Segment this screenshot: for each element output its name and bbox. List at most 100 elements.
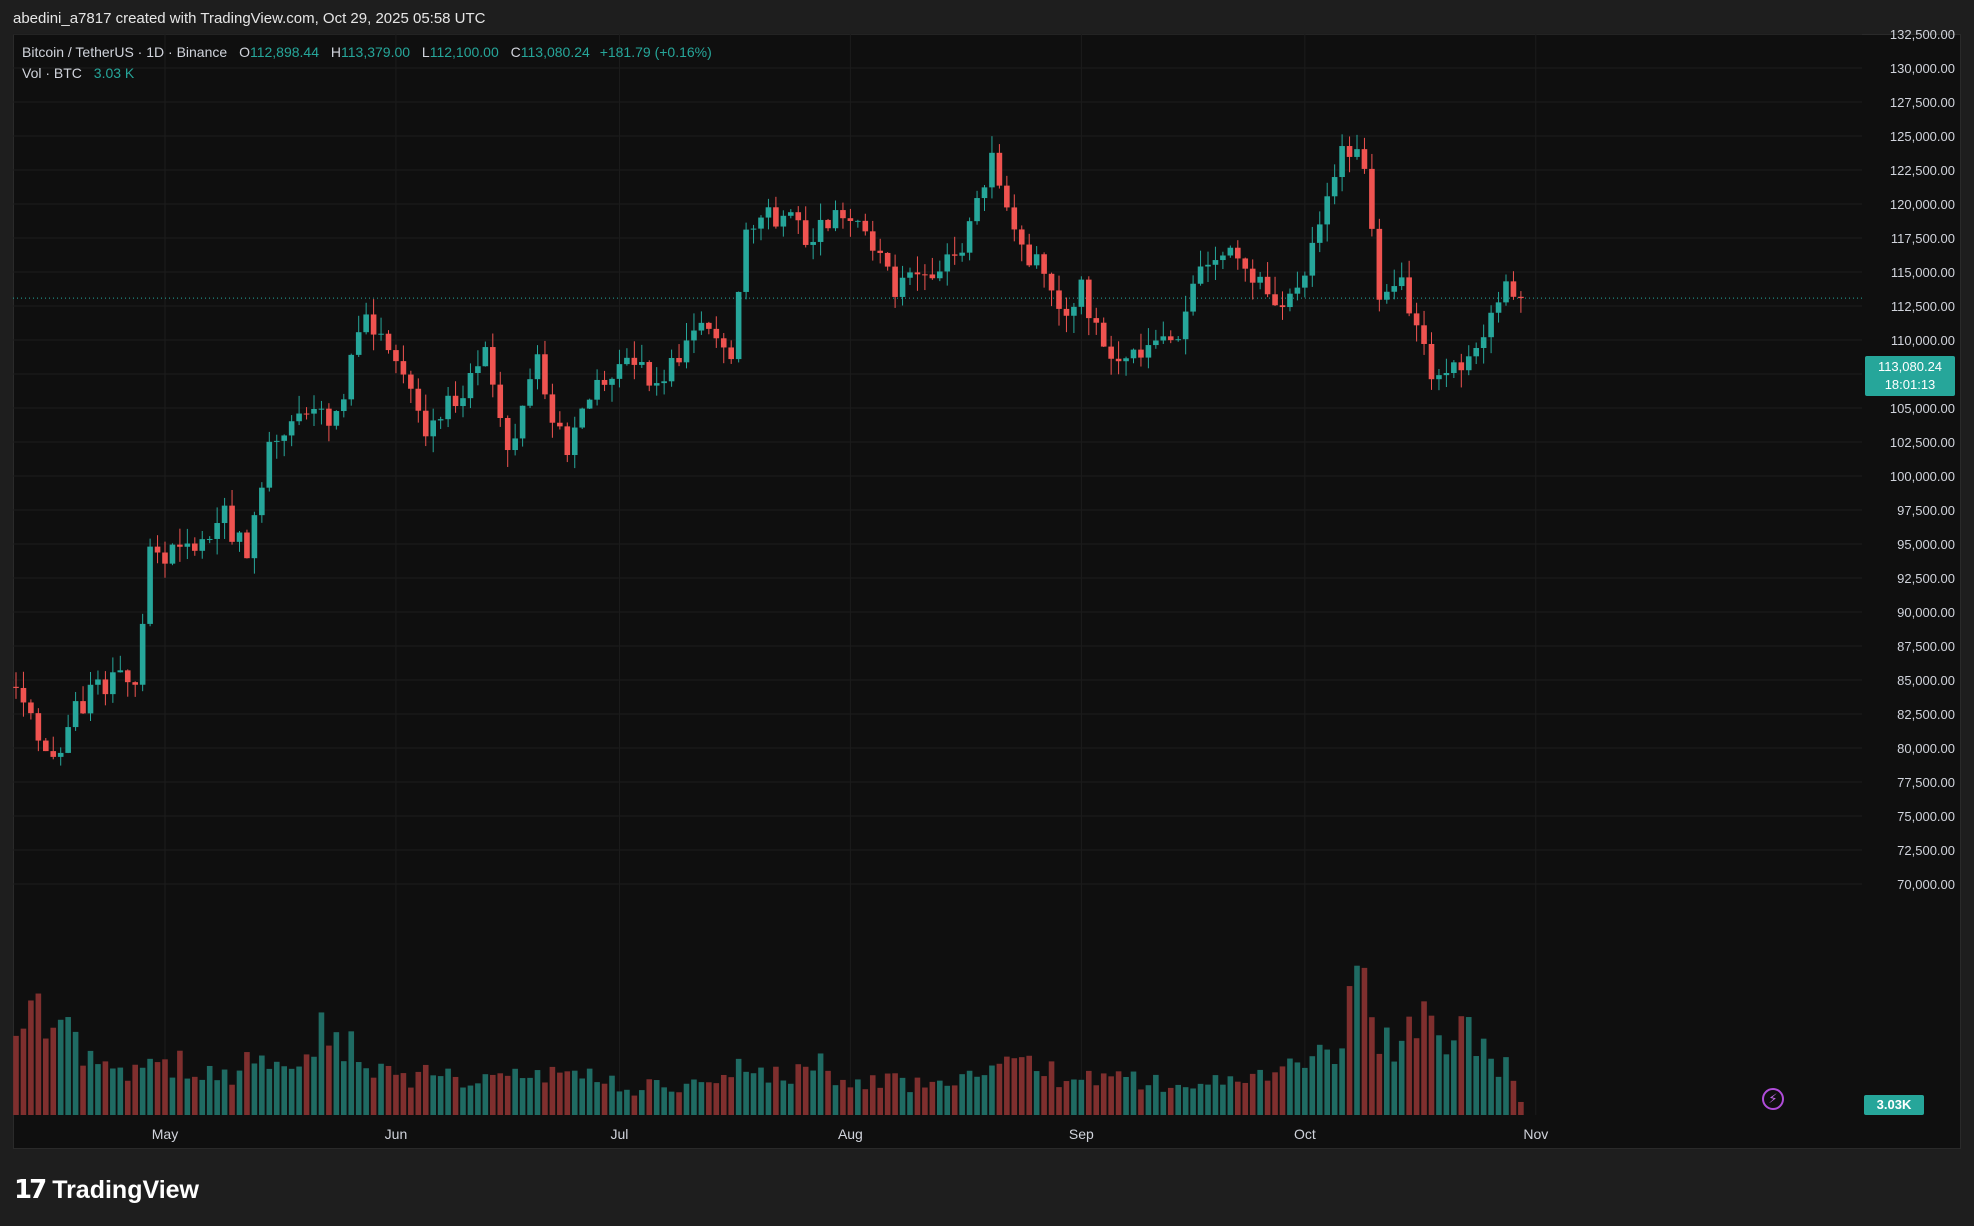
x-tick-label: Sep xyxy=(1069,1126,1094,1142)
volume-bar xyxy=(981,1075,988,1115)
volume-bar xyxy=(564,1071,571,1115)
candle-body xyxy=(840,210,846,219)
volume-bar xyxy=(914,1077,921,1115)
volume-bar xyxy=(1257,1069,1263,1115)
candle-body xyxy=(825,219,831,229)
volume-bar xyxy=(236,1070,243,1115)
candle-body xyxy=(653,383,660,386)
tradingview-logo[interactable]: 17 TradingView xyxy=(14,1175,199,1205)
volume-bar xyxy=(1279,1066,1286,1115)
candle-body xyxy=(1153,340,1159,346)
volume-bar xyxy=(415,1071,422,1115)
volume-bar xyxy=(28,1000,34,1115)
volume-bar xyxy=(169,1077,176,1115)
legend-close-label: C xyxy=(510,44,521,60)
candle-body xyxy=(311,408,317,414)
bar-countdown: 18:01:13 xyxy=(1884,377,1936,392)
x-tick-label: Jun xyxy=(385,1126,408,1142)
volume-bar xyxy=(765,1082,772,1115)
volume-bar xyxy=(273,1061,280,1115)
volume-bar xyxy=(1004,1056,1010,1115)
candle-body xyxy=(579,408,585,428)
candle-body xyxy=(937,271,943,279)
candle-body xyxy=(236,532,243,542)
volume-bar xyxy=(706,1082,712,1115)
volume-bar xyxy=(1197,1083,1204,1115)
candle-body xyxy=(959,252,965,256)
candle-body xyxy=(1436,375,1442,380)
y-tick-label: 132,500.00 xyxy=(1890,27,1955,42)
volume-bar xyxy=(1510,1080,1517,1115)
volume-bar xyxy=(154,1062,161,1115)
volume-bar xyxy=(1018,1057,1025,1115)
candle-body xyxy=(564,426,571,456)
volume-bar xyxy=(57,1019,64,1115)
candle-body xyxy=(400,361,407,375)
volume-bar xyxy=(668,1091,675,1115)
volume-bar xyxy=(780,1080,787,1115)
volume-bar xyxy=(1115,1071,1122,1115)
candle-body xyxy=(1175,339,1181,341)
candle-body xyxy=(318,408,325,410)
candle-body xyxy=(385,333,392,351)
candle-body xyxy=(1190,283,1196,312)
volume-bar xyxy=(1041,1076,1047,1115)
volume-bar xyxy=(1138,1089,1144,1115)
candle-body xyxy=(1398,277,1405,287)
candle-body xyxy=(95,679,101,685)
volume-bar xyxy=(20,1028,27,1115)
candle-body xyxy=(154,546,161,553)
y-tick-label: 77,500.00 xyxy=(1897,775,1955,790)
chart-panel[interactable] xyxy=(13,34,1961,1149)
candle-body xyxy=(1048,273,1055,291)
volume-bar xyxy=(437,1076,444,1115)
volume-bar xyxy=(266,1068,273,1115)
candle-body xyxy=(758,217,764,229)
volume-bar xyxy=(206,1065,213,1115)
candle-body xyxy=(490,347,496,385)
candle-body xyxy=(87,684,94,714)
legend-volume-row: Vol · BTC 3.03 K xyxy=(22,65,712,86)
candle-body xyxy=(162,552,168,564)
volume-bar xyxy=(124,1080,131,1115)
candle-body xyxy=(847,218,854,221)
volume-bar xyxy=(452,1076,459,1115)
candle-body xyxy=(542,354,548,395)
lightning-icon[interactable]: ⚡ xyxy=(1762,1088,1784,1110)
x-tick-label: May xyxy=(152,1126,178,1142)
volume-bar xyxy=(631,1095,638,1115)
legend-high-label: H xyxy=(330,44,341,60)
volume-bar xyxy=(676,1092,682,1115)
volume-bar xyxy=(989,1065,995,1115)
candle-body xyxy=(586,399,593,409)
y-tick-label: 115,000.00 xyxy=(1891,265,1955,280)
volume-bar xyxy=(944,1085,951,1115)
candle-body xyxy=(1279,305,1286,308)
candle-body xyxy=(1324,196,1330,225)
candle-body xyxy=(996,152,1003,186)
volume-bar xyxy=(72,1031,79,1115)
volume-bar xyxy=(333,1032,340,1115)
candle-body xyxy=(884,252,891,267)
candle-body xyxy=(661,381,667,384)
candle-body xyxy=(1421,325,1427,344)
candle-body xyxy=(1316,224,1323,243)
candle-body xyxy=(1480,337,1487,349)
volume-bar xyxy=(594,1082,600,1115)
candle-body xyxy=(1123,358,1129,362)
candle-body xyxy=(869,231,876,251)
volume-bar xyxy=(1220,1084,1226,1115)
volume-bar xyxy=(1153,1074,1159,1115)
candle-body xyxy=(616,364,623,379)
candle-body xyxy=(989,152,995,188)
volume-bar xyxy=(445,1068,451,1115)
volume-bar xyxy=(571,1070,578,1115)
volume-bar xyxy=(1465,1017,1472,1115)
y-tick-label: 87,500.00 xyxy=(1897,639,1955,654)
candle-body xyxy=(132,682,138,685)
candle-body xyxy=(571,427,578,456)
candle-body xyxy=(296,413,302,422)
candle-body xyxy=(706,322,712,329)
y-tick-label: 100,000.00 xyxy=(1890,469,1955,484)
